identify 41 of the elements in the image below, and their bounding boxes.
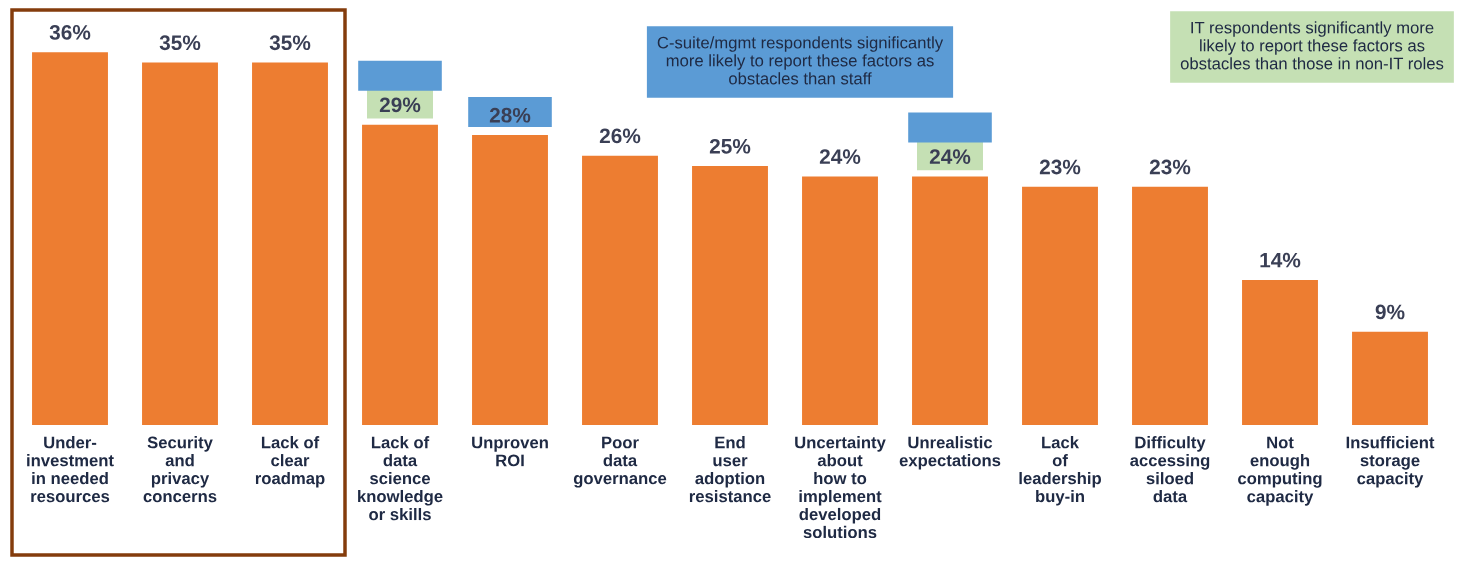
data-label: 23% — [1149, 159, 1191, 175]
data-label: 28% — [489, 107, 531, 123]
x-tick-label: Unrealistic expectations — [899, 436, 1001, 470]
data-label: 23% — [1039, 159, 1081, 175]
data-label: 24% — [929, 149, 971, 164]
bar — [472, 135, 548, 425]
x-tick-label: Under- investment in needed resources — [27, 436, 114, 503]
data-label: 24% — [819, 149, 861, 164]
x-tick-label: Insufficient storage capacity — [1346, 436, 1435, 488]
bar — [1132, 186, 1208, 425]
annotation: IT respondents significantly more likely to report these factors as obstacles than those in non-IT roles — [1180, 21, 1444, 70]
data-label: 14% — [1260, 252, 1301, 268]
bar — [582, 155, 658, 425]
x-tick-label: Uncertainty about how to implement developed solutions — [795, 436, 886, 539]
data-label: 25% — [709, 138, 751, 154]
bar — [912, 176, 988, 425]
bar — [1242, 280, 1318, 425]
data-label: 35% — [269, 35, 311, 51]
x-tick-label: Poor data governance — [573, 436, 667, 488]
x-tick-label: Not enough computing capacity — [1238, 436, 1322, 506]
data-label: 36% — [49, 24, 91, 40]
annotation: C-suite/mgmt respondents significantly more likely to report these factors as obstacles than staff — [657, 36, 944, 85]
bar — [362, 124, 438, 425]
data-label: 29% — [379, 97, 421, 113]
x-tick-label: Lack of data science knowledge or skills — [358, 436, 443, 521]
bar — [1352, 331, 1428, 425]
bar — [1022, 186, 1098, 425]
x-tick-label: Difficulty accessing siloed data — [1130, 436, 1210, 503]
bar — [252, 62, 328, 425]
x-tick-label: Security and privacy concerns — [143, 436, 217, 503]
data-label: 26% — [599, 128, 641, 144]
data-label: 35% — [159, 35, 201, 51]
x-tick-label: End user adoption resistance — [689, 436, 771, 503]
x-tick-label: Lack of leadership buy-in — [1019, 436, 1101, 506]
bar — [32, 52, 108, 425]
x-tick-label: Lack of clear roadmap — [255, 436, 325, 488]
data-label: 9% — [1375, 304, 1405, 320]
bar — [802, 176, 878, 425]
x-tick-label: Unproven ROI — [472, 436, 548, 467]
bar — [692, 166, 768, 425]
bar — [142, 62, 218, 425]
